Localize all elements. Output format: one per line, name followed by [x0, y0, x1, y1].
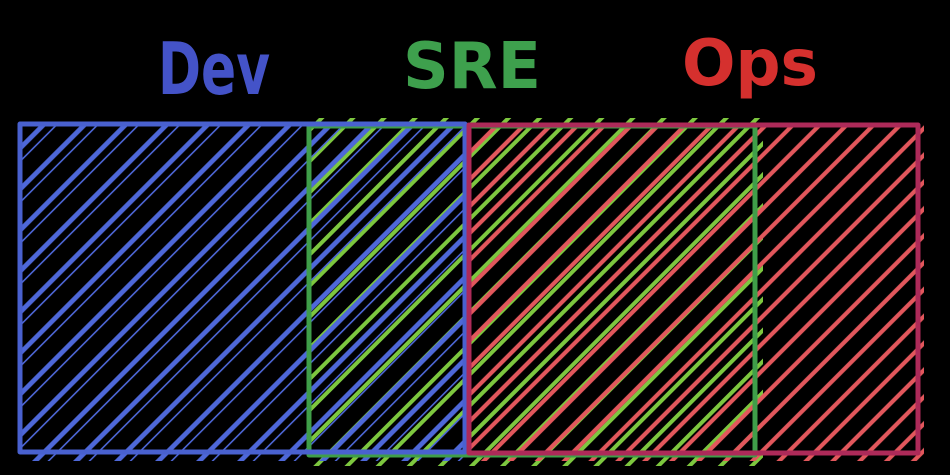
label-dev: Dev	[158, 27, 270, 111]
dev-hatch-fill	[19, 122, 468, 461]
ops-hatch-fill	[468, 123, 924, 461]
ops-border	[466, 122, 921, 456]
label-ops: Ops	[682, 27, 818, 101]
label-sre: SRE	[403, 30, 541, 104]
labels-layer: Dev SRE Ops	[158, 27, 818, 111]
dev-border	[17, 121, 468, 455]
regions-layer	[17, 118, 924, 466]
